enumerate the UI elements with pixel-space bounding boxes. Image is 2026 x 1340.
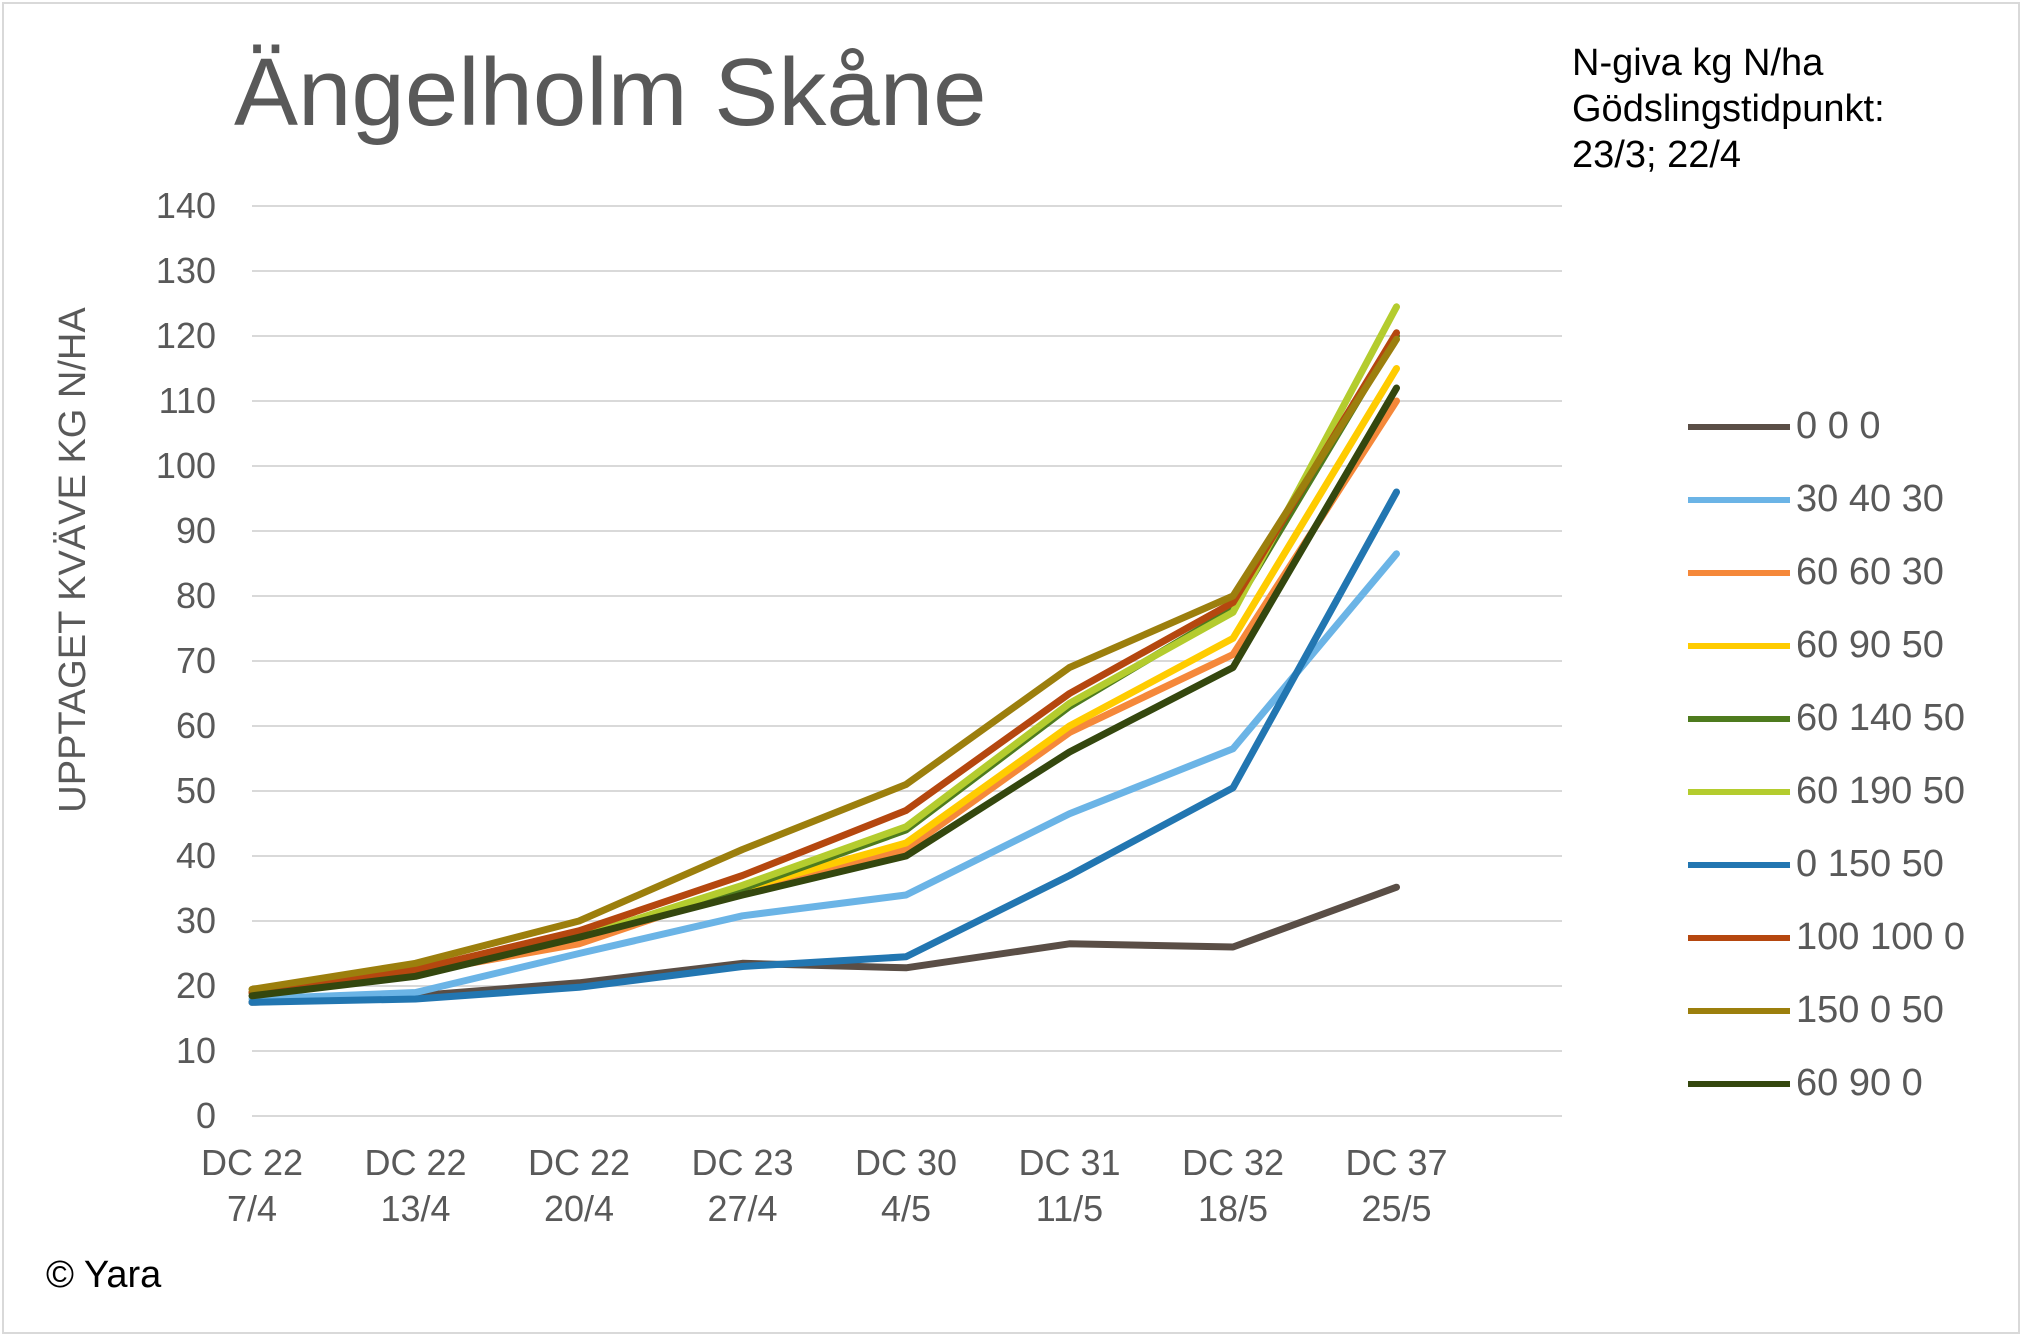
y-axis-label: UPPTAGET KVÄVE KG N/HA [52, 307, 94, 813]
legend-item: 60 90 50 [1688, 609, 1965, 682]
legend-label: 30 40 30 [1796, 478, 1944, 520]
legend-item: 0 150 50 [1688, 828, 1965, 901]
legend-item: 60 140 50 [1688, 682, 1965, 755]
gridlines [252, 205, 1562, 1117]
x-tick-stage: DC 22 [200, 1142, 304, 1183]
x-tick-label: DC 32 18/5 [1153, 1140, 1313, 1232]
y-tick-label: 0 [195, 1095, 216, 1136]
legend-label: 100 100 0 [1796, 916, 1966, 958]
series-line-100-100-0 [248, 329, 1400, 996]
legend-swatch [1688, 1007, 1790, 1014]
x-tick-label: DC 22 20/4 [499, 1140, 659, 1232]
x-tick-label: DC 37 25/5 [1317, 1140, 1477, 1232]
legend-swatch [1688, 642, 1790, 649]
fertilization-note: N-giva kg N/ha Gödslingstidpunkt: 23/3; … [1572, 40, 1992, 178]
x-tick-date: 13/4 [380, 1188, 451, 1229]
x-tick-stage: DC 22 [364, 1142, 467, 1183]
x-tick-stage: DC 31 [1018, 1142, 1121, 1183]
series-line-60-90-50 [248, 365, 1400, 996]
legend: 0 0 0 30 40 30 60 60 30 60 90 50 60 140 50 60… [1688, 390, 1965, 1120]
x-tick-date: 25/5 [1361, 1188, 1432, 1229]
x-tick-label: DC 30 4/5 [826, 1140, 986, 1232]
y-tick-label: 110 [158, 380, 216, 421]
series-line-60-90-0 [248, 384, 1400, 1000]
legend-swatch [1688, 715, 1790, 722]
y-tick-label: 80 [175, 575, 216, 616]
legend-item: 60 90 0 [1688, 1047, 1965, 1120]
legend-swatch [1688, 496, 1790, 503]
y-tick-label: 50 [175, 770, 216, 811]
x-tick-date: 7/4 [226, 1188, 278, 1229]
x-tick-date: 27/4 [707, 1188, 778, 1229]
legend-swatch [1688, 788, 1790, 795]
x-tick-stage: DC 23 [691, 1142, 794, 1183]
x-tick-label: DC 23 27/4 [663, 1140, 823, 1232]
legend-swatch [1688, 569, 1790, 576]
legend-item: 30 40 30 [1688, 463, 1965, 536]
chart-title: Ängelholm Skåne [234, 39, 987, 146]
y-tick-label: 60 [175, 705, 216, 746]
legend-label: 150 0 50 [1796, 989, 1944, 1031]
legend-label: 0 150 50 [1796, 843, 1944, 885]
note-line-3: 23/3; 22/4 [1572, 134, 1742, 176]
x-tick-stage: DC 30 [854, 1142, 958, 1183]
x-tick-date: 18/5 [1197, 1188, 1269, 1229]
note-line-2: Gödslingstidpunkt: [1572, 88, 1885, 130]
x-tick-label: DC 22 7/4 [172, 1140, 332, 1232]
y-tick-label: 90 [175, 510, 216, 551]
y-tick-label: 140 [155, 185, 216, 226]
x-tick-stage: DC 37 [1345, 1142, 1448, 1183]
y-tick-label: 130 [155, 250, 216, 291]
legend-swatch [1688, 934, 1790, 941]
legend-item: 0 0 0 [1688, 390, 1965, 463]
x-tick-label: DC 22 13/4 [336, 1140, 496, 1232]
y-tick-label: 30 [175, 900, 216, 941]
legend-item: 150 0 50 [1688, 974, 1965, 1047]
x-tick-stage: DC 22 [527, 1142, 631, 1183]
legend-label: 60 140 50 [1796, 697, 1966, 739]
y-tick-label: 20 [175, 965, 216, 1006]
legend-item: 100 100 0 [1688, 901, 1965, 974]
legend-swatch [1688, 861, 1790, 868]
y-tick-label: 40 [175, 835, 216, 876]
series-line-60-190-50 [248, 303, 1400, 996]
legend-label: 60 60 30 [1796, 551, 1944, 593]
series-lines [248, 303, 1400, 1006]
y-tick-label: 100 [155, 445, 216, 486]
x-tick-label: DC 31 11/5 [990, 1140, 1150, 1232]
legend-label: 60 190 50 [1796, 770, 1966, 812]
x-tick-date: 20/4 [543, 1188, 615, 1229]
series-line-60-140-50 [248, 332, 1400, 996]
series-line-0-150-50 [248, 488, 1400, 1006]
legend-label: 60 90 50 [1796, 624, 1944, 666]
note-line-1: N-giva kg N/ha [1572, 42, 1824, 84]
y-tick-label: 120 [155, 315, 216, 356]
series-line-150-0-50 [248, 335, 1400, 993]
legend-swatch [1688, 1080, 1790, 1087]
y-tick-label: 70 [175, 640, 216, 681]
copyright-text: © Yara [46, 1254, 162, 1296]
legend-item: 60 60 30 [1688, 536, 1965, 609]
legend-swatch [1688, 423, 1790, 430]
legend-item: 60 190 50 [1688, 755, 1965, 828]
x-tick-stage: DC 32 [1181, 1142, 1285, 1183]
x-tick-date: 11/5 [1035, 1188, 1104, 1229]
legend-label: 0 0 0 [1796, 405, 1881, 447]
legend-label: 60 90 0 [1796, 1062, 1923, 1104]
series-line-30-40-30 [248, 550, 1400, 1003]
y-tick-label: 10 [175, 1030, 216, 1071]
x-tick-date: 4/5 [880, 1188, 932, 1229]
